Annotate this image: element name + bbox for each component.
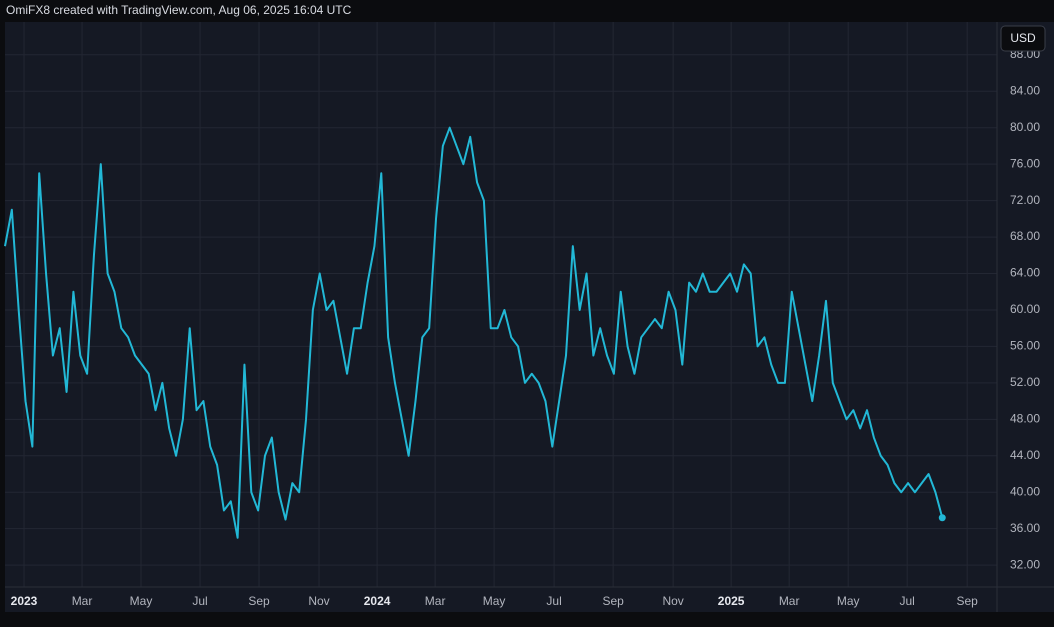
x-tick-label: Mar	[425, 594, 446, 608]
grid	[5, 22, 997, 587]
x-tick-label: 2025	[718, 594, 745, 608]
x-tick-label: Jul	[546, 594, 561, 608]
chart-title: OmiFX8 created with TradingView.com, Aug…	[6, 3, 352, 17]
x-tick-label: May	[837, 594, 860, 608]
currency-label: USD	[1010, 31, 1036, 45]
x-tick-label: 2023	[11, 594, 38, 608]
x-tick-label: Nov	[662, 594, 683, 608]
y-tick-label: 72.00	[1010, 193, 1040, 207]
y-tick-label: 32.00	[1010, 557, 1040, 571]
x-tick-label: Sep	[248, 594, 270, 608]
currency-badge	[1000, 25, 1046, 52]
y-tick-label: 56.00	[1010, 339, 1040, 353]
x-tick-label: Mar	[72, 594, 93, 608]
x-tick-label: Nov	[308, 594, 329, 608]
y-tick-label: 40.00	[1010, 484, 1040, 498]
y-tick-label: 68.00	[1010, 229, 1040, 243]
y-tick-label: 76.00	[1010, 156, 1040, 170]
x-tick-label: Jul	[900, 594, 915, 608]
x-tick-label: Sep	[956, 594, 978, 608]
x-tick-label: Jul	[192, 594, 207, 608]
y-tick-label: 80.00	[1010, 120, 1040, 134]
y-tick-label: 64.00	[1010, 266, 1040, 280]
y-tick-label: 60.00	[1010, 302, 1040, 316]
y-tick-label: 36.00	[1010, 521, 1040, 535]
x-tick-label: May	[483, 594, 506, 608]
y-tick-label: 52.00	[1010, 375, 1040, 389]
y-tick-label: 48.00	[1010, 411, 1040, 425]
chart-panel	[5, 22, 1054, 612]
y-tick-label: 84.00	[1010, 83, 1040, 97]
y-tick-label: 44.00	[1010, 448, 1040, 462]
last-point	[938, 514, 946, 522]
plot-area	[4, 126, 946, 539]
axes: 32.00 36.00 40.00 44.00 48.00 52.00 56.00 60.00…	[11, 47, 1041, 608]
price-line	[4, 126, 944, 539]
x-tick-label: Sep	[602, 594, 624, 608]
x-tick-label: May	[130, 594, 153, 608]
x-tick-label: Mar	[779, 594, 800, 608]
x-tick-label: 2024	[364, 594, 391, 608]
